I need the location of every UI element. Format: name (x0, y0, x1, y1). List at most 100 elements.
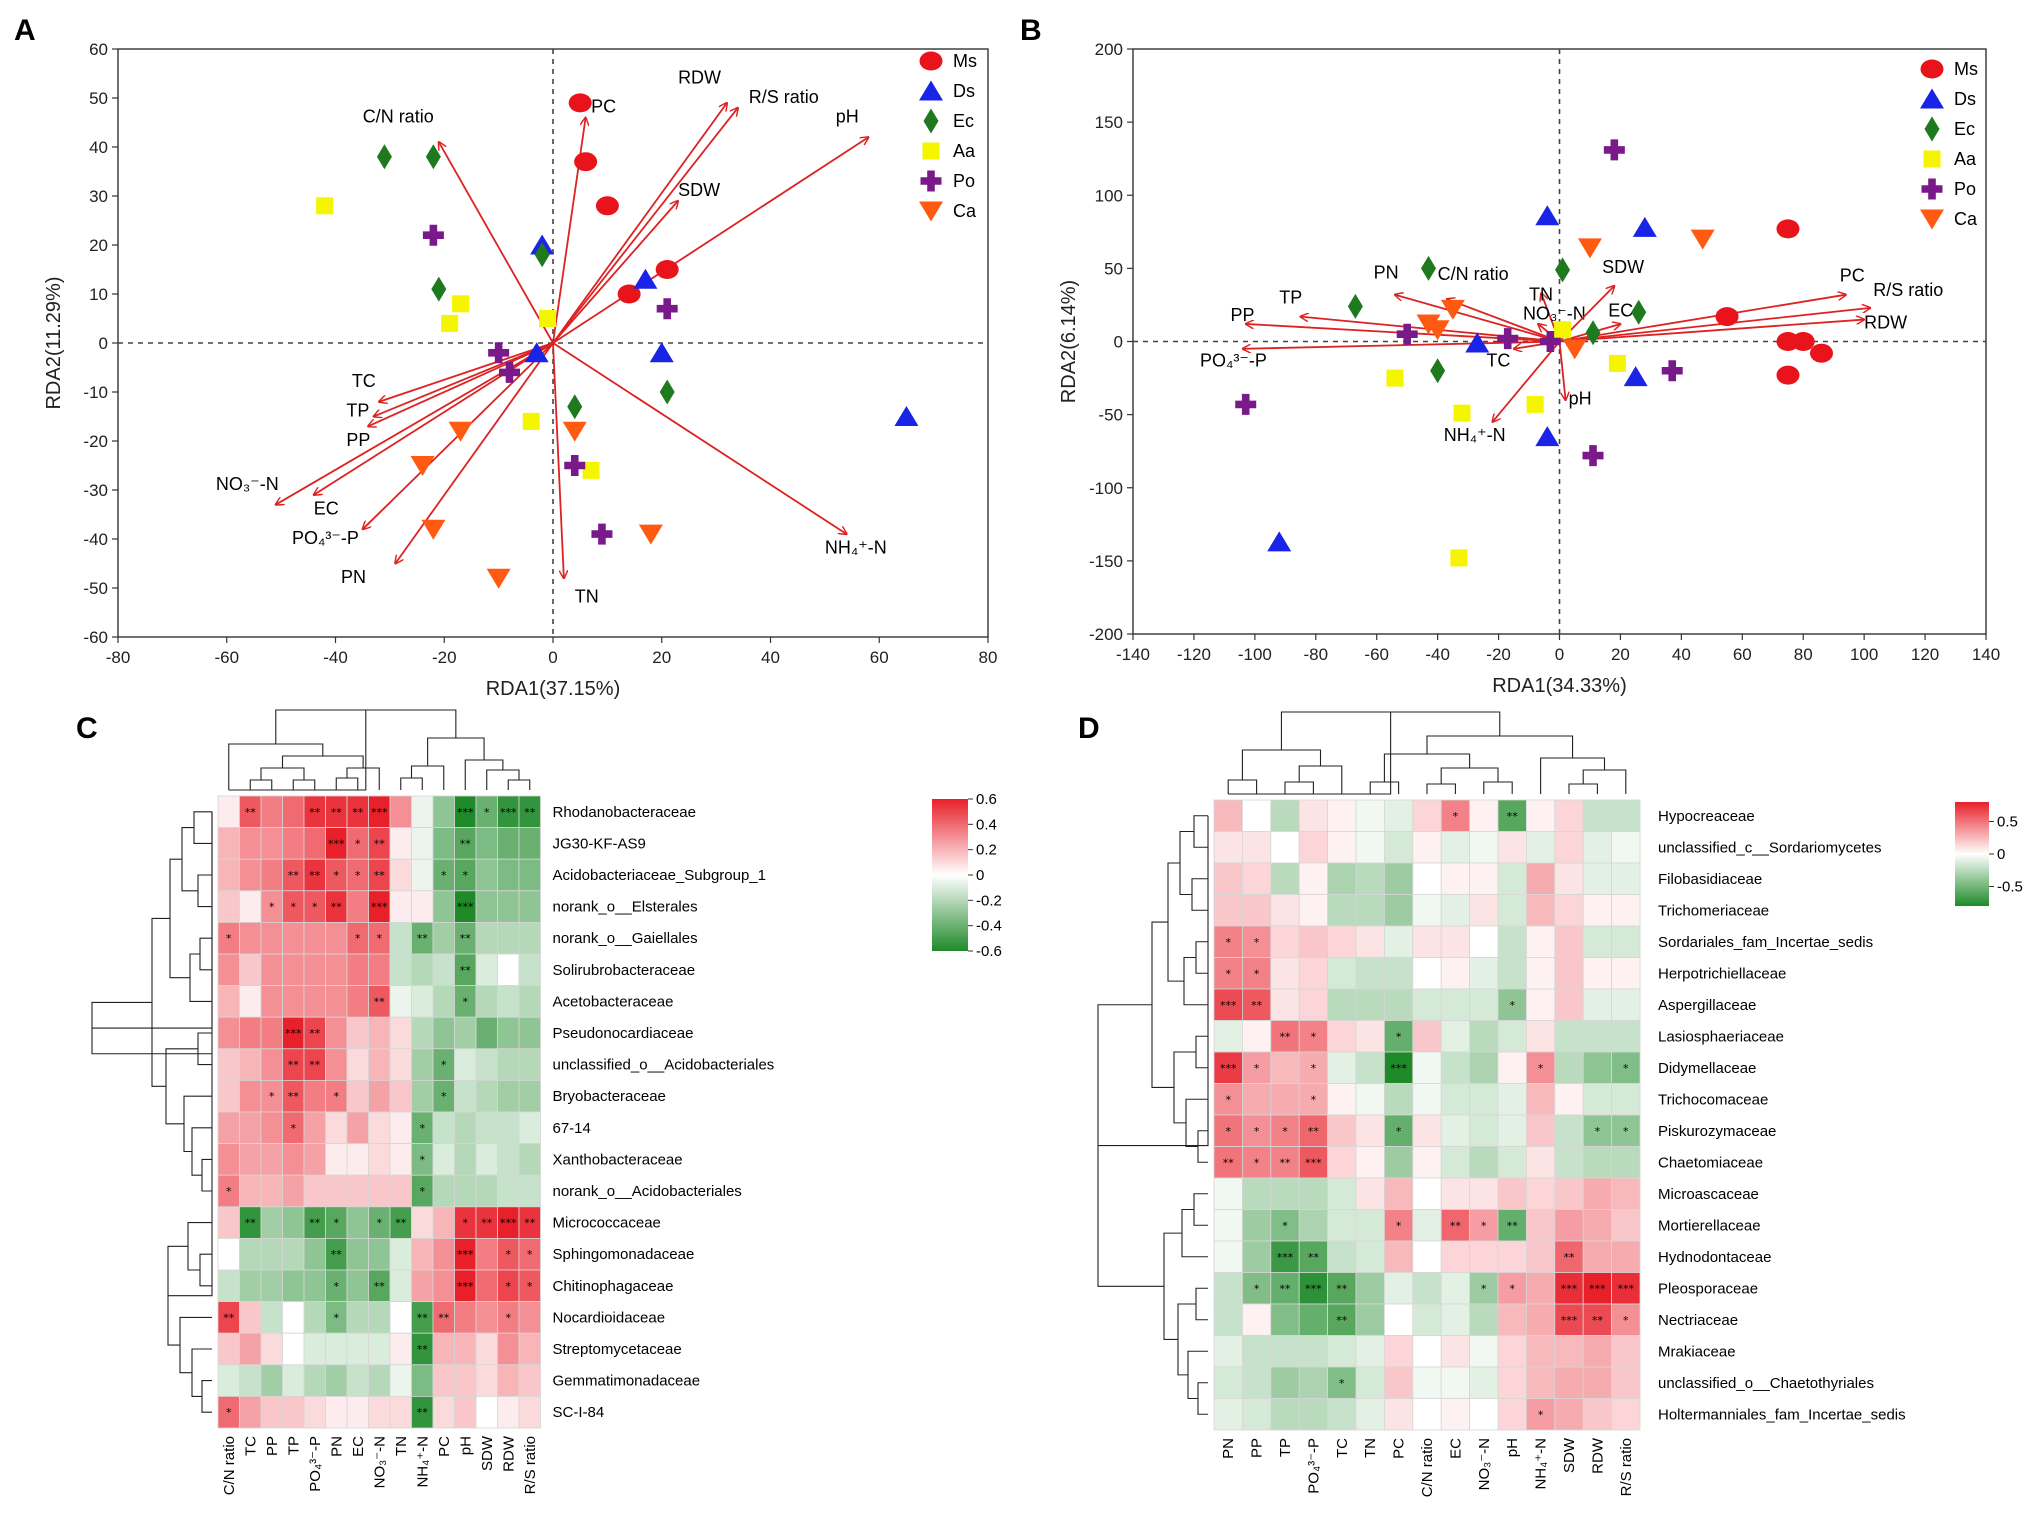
heatmap-cell (282, 1174, 305, 1208)
row-label: Lasiosphaeriaceae (1658, 1028, 1784, 1045)
heatmap-cell (1554, 799, 1584, 832)
arrow-label: R/S ratio (749, 87, 819, 107)
heatmap-cell (217, 985, 240, 1018)
heatmap-cell (1469, 831, 1499, 864)
row-dendrogram-branch (1181, 1208, 1208, 1258)
heatmap-cell (1213, 1209, 1243, 1242)
heatmap-cell (303, 1080, 326, 1113)
point-ec (534, 242, 550, 268)
heatmap-cell (1355, 1177, 1385, 1210)
heatmap-cell (1611, 1272, 1641, 1305)
heatmap-cell (1213, 1177, 1243, 1210)
heatmap-cell (518, 985, 541, 1018)
significance-mark: ** (1450, 1219, 1462, 1232)
point-po (1539, 331, 1561, 352)
heatmap-cell (389, 1332, 412, 1366)
row-label: Hydnodontaceae (1658, 1249, 1771, 1266)
heatmap-cell (1242, 1146, 1272, 1179)
heatmap-cell (411, 1364, 434, 1397)
significance-mark: ** (417, 1406, 429, 1419)
significance-mark: * (420, 1122, 426, 1135)
column-dendrogram-branch (1284, 781, 1314, 794)
heatmap-cell (1497, 831, 1527, 864)
point-ds (1535, 426, 1560, 447)
heatmap-cell (325, 1396, 348, 1429)
significance-mark: * (334, 1217, 340, 1230)
significance-mark: * (1339, 1377, 1345, 1390)
heatmap-cell (1384, 1398, 1414, 1431)
heatmap-cell (1412, 988, 1442, 1021)
significance-mark: * (441, 1059, 447, 1072)
heatmap-cell (260, 1206, 283, 1239)
heatmap-cell (1554, 1209, 1584, 1242)
heatmap-cell (1440, 988, 1470, 1021)
heatmap-cell (497, 1332, 520, 1366)
row-label: Gemmatimonadaceae (553, 1373, 701, 1390)
heatmap-cell (475, 1174, 498, 1208)
heatmap-cell (260, 953, 283, 987)
row-label: Pseudonocardiaceae (553, 1025, 694, 1042)
significance-mark: * (226, 1406, 232, 1419)
heatmap-cell (432, 1206, 455, 1239)
x-tick-label: 60 (1733, 645, 1752, 664)
heatmap-cell (282, 1301, 305, 1334)
heatmap-cell (1582, 1146, 1612, 1179)
heatmap-cell (239, 985, 262, 1018)
heatmap-cell (1554, 1177, 1584, 1210)
point-aa (539, 310, 557, 327)
heatmap-cell (303, 1111, 326, 1145)
heatmap-cell (497, 1143, 520, 1176)
heatmap-cell (475, 1048, 498, 1081)
arrow-c-n-ratio (439, 142, 554, 344)
heatmap-cell (260, 1016, 283, 1050)
heatmap-cell (346, 1301, 369, 1334)
significance-mark: * (334, 869, 340, 882)
point-ds (1623, 366, 1648, 387)
heatmap-cell (1469, 799, 1499, 832)
point-ms (1791, 332, 1815, 351)
row-label: Microascaceae (1658, 1186, 1759, 1203)
heatmap-cell (1582, 1240, 1612, 1273)
heatmap-cell (282, 1238, 305, 1271)
panel-label-c: C (76, 712, 98, 745)
heatmap-cell (411, 858, 434, 892)
point-ca (1577, 238, 1602, 259)
legend-label-ms: Ms (1954, 59, 1978, 79)
arrow-nh4-n (1492, 340, 1561, 422)
heatmap-cell (1327, 1303, 1357, 1336)
heatmap-cell (1213, 1114, 1243, 1147)
heatmap-cell (1327, 1083, 1357, 1116)
heatmap-cell (1554, 1240, 1584, 1273)
arrow-label: SDW (1602, 257, 1644, 277)
heatmap-cell (1554, 988, 1584, 1021)
point-ca (562, 421, 587, 442)
row-dendrogram-branch (151, 917, 170, 1087)
heatmap-cell (389, 890, 412, 923)
heatmap-cell (1213, 1146, 1243, 1179)
heatmap-cell (239, 1048, 262, 1081)
heatmap-cell (1213, 1335, 1243, 1368)
heatmap-cell (239, 1364, 262, 1397)
heatmap-cell (1582, 957, 1612, 990)
x-axis-label: RDA1(34.33%) (1492, 675, 1627, 697)
heatmap-cell (1611, 925, 1641, 958)
point-po (1661, 360, 1683, 382)
heatmap-cell (1469, 925, 1499, 958)
heatmap-cell (1554, 1114, 1584, 1147)
heatmap-cell (1526, 831, 1556, 864)
heatmap-cell (1242, 1209, 1272, 1242)
arrow-rdw (1559, 320, 1865, 343)
heatmap-cell (1611, 1146, 1641, 1179)
y-tick-label: -40 (83, 530, 108, 549)
heatmap-cell (1440, 1398, 1470, 1431)
heatmap-cell (1554, 1020, 1584, 1053)
heatmap-cell (475, 1143, 498, 1176)
heatmap-cell (1526, 1146, 1556, 1179)
heatmap-cell (1469, 1051, 1499, 1084)
arrow-r-s-ratio (1559, 308, 1871, 343)
heatmap-cell (260, 827, 283, 860)
legend-label-ec: Ec (1954, 119, 1975, 139)
column-label: C/N ratio (221, 1436, 238, 1495)
heatmap-cell (1270, 831, 1300, 864)
heatmap-cell (432, 1269, 455, 1303)
